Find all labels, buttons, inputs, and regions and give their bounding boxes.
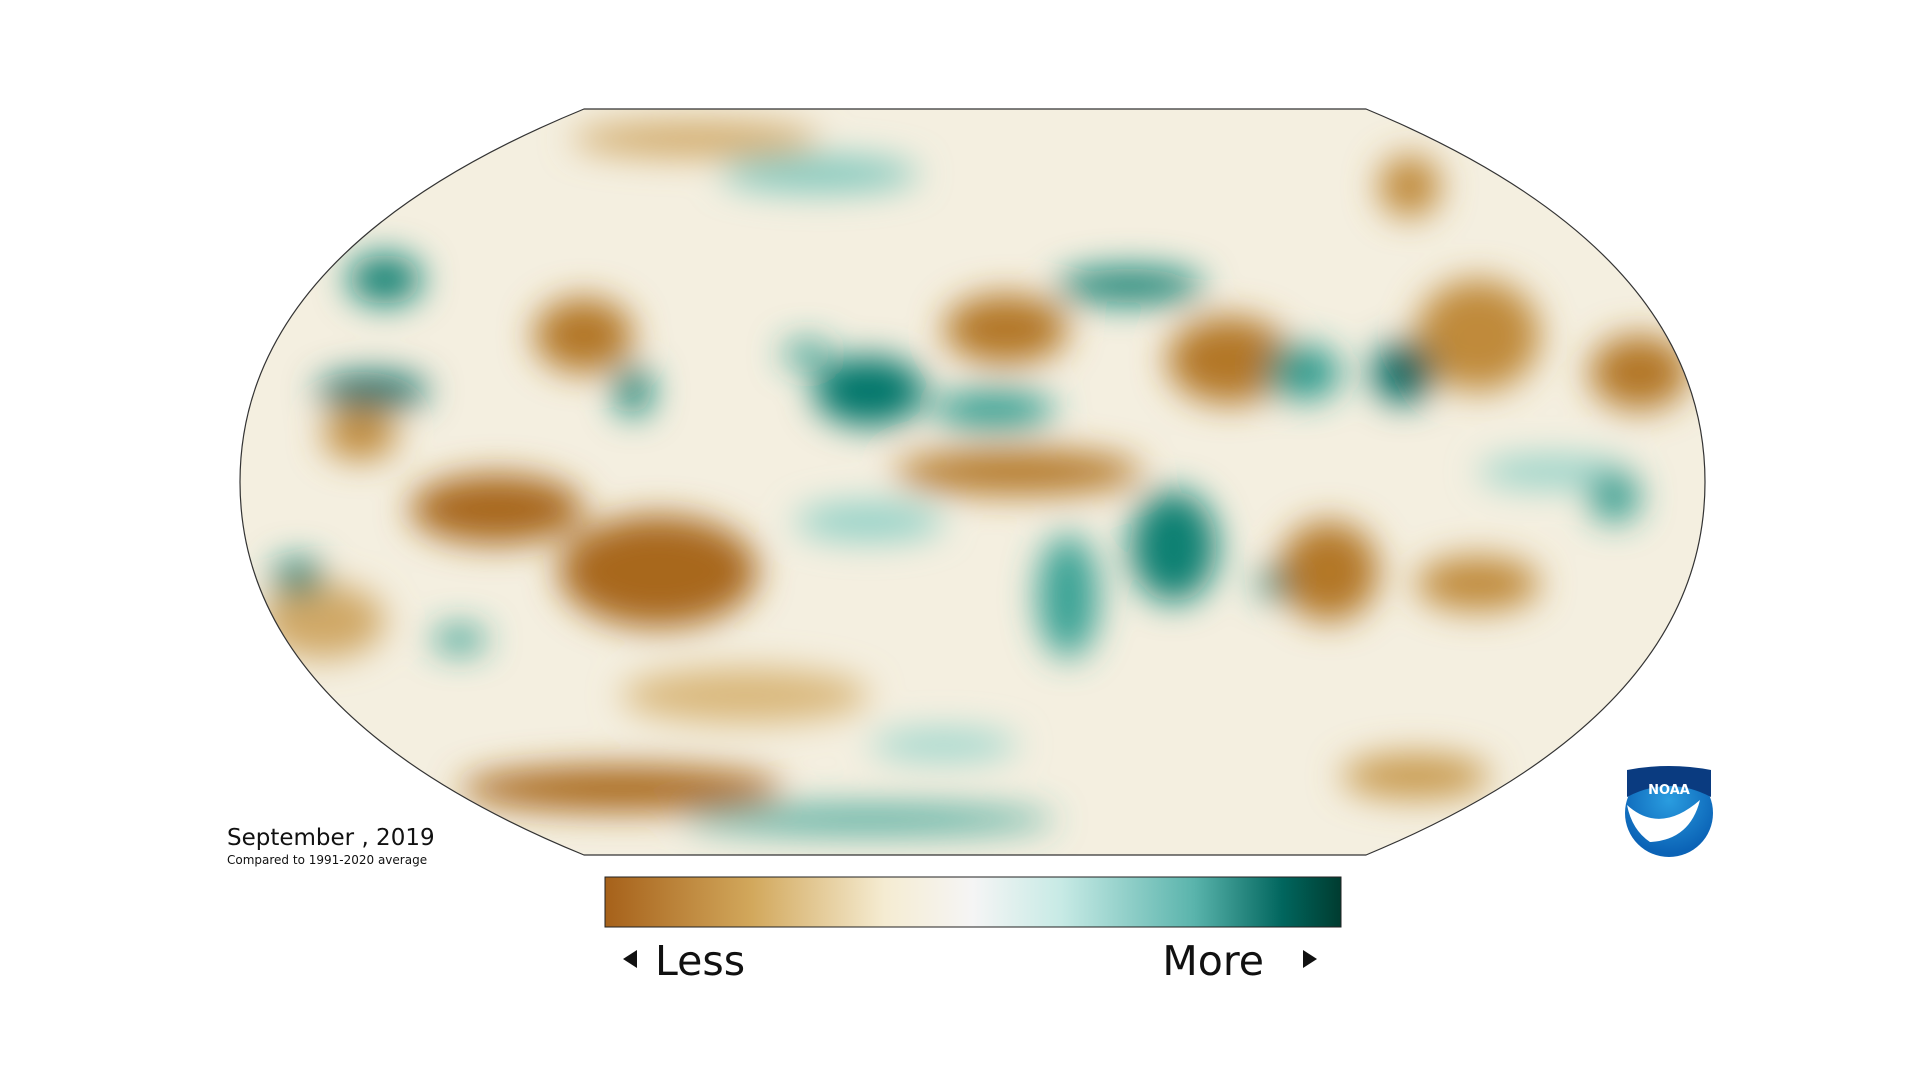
wet-region <box>614 366 652 417</box>
dry-region <box>459 766 783 811</box>
dry-region <box>1589 335 1689 410</box>
dry-region <box>943 294 1069 364</box>
logo-bird <box>1627 800 1700 842</box>
dry-region <box>1167 316 1292 404</box>
colorbar <box>604 876 1342 928</box>
wet-region <box>794 502 944 541</box>
wet-region <box>1477 457 1627 487</box>
dry-region <box>558 515 758 628</box>
wet-region <box>1589 471 1640 522</box>
dry-region <box>1415 556 1540 612</box>
anomaly-field <box>260 121 1689 833</box>
arrow-left <box>623 950 637 968</box>
wet-region <box>273 558 323 597</box>
noaa-logo: NOAA <box>1625 766 1713 857</box>
arrow-right <box>1303 950 1317 968</box>
logo-text: NOAA <box>1648 783 1690 798</box>
wet-region <box>1036 534 1100 659</box>
wet-region <box>1258 568 1288 599</box>
wet-region <box>813 356 926 426</box>
wet-region <box>720 156 920 192</box>
wet-region <box>1266 345 1342 400</box>
wet-region <box>1130 490 1218 603</box>
dry-region <box>1378 155 1441 218</box>
dry-region <box>534 298 634 373</box>
wet-region <box>683 807 1056 833</box>
dry-region <box>322 409 398 460</box>
dry-region <box>1341 753 1491 799</box>
dry-region <box>620 668 870 723</box>
wet-region <box>1055 268 1205 304</box>
dry-region <box>260 583 385 659</box>
map-subtitle: Compared to 1991-2020 average <box>227 853 427 867</box>
legend-less: Less <box>655 937 745 985</box>
dry-region <box>571 121 820 157</box>
dry-region <box>1279 521 1379 621</box>
wet-region <box>869 730 1019 761</box>
wet-region <box>316 373 429 409</box>
wet-region <box>931 391 1056 429</box>
dry-region <box>894 449 1143 495</box>
map <box>240 109 1705 855</box>
wet-region <box>347 254 423 305</box>
logo-top <box>1627 766 1711 797</box>
dry-region <box>409 474 584 544</box>
wet-region <box>1372 341 1435 404</box>
map-outline <box>239 108 1706 856</box>
legend-more: More <box>1162 937 1264 985</box>
map-title: September , 2019 <box>227 825 435 851</box>
dry-region <box>1415 279 1540 392</box>
wet-region <box>782 341 833 367</box>
wet-region <box>432 627 487 652</box>
